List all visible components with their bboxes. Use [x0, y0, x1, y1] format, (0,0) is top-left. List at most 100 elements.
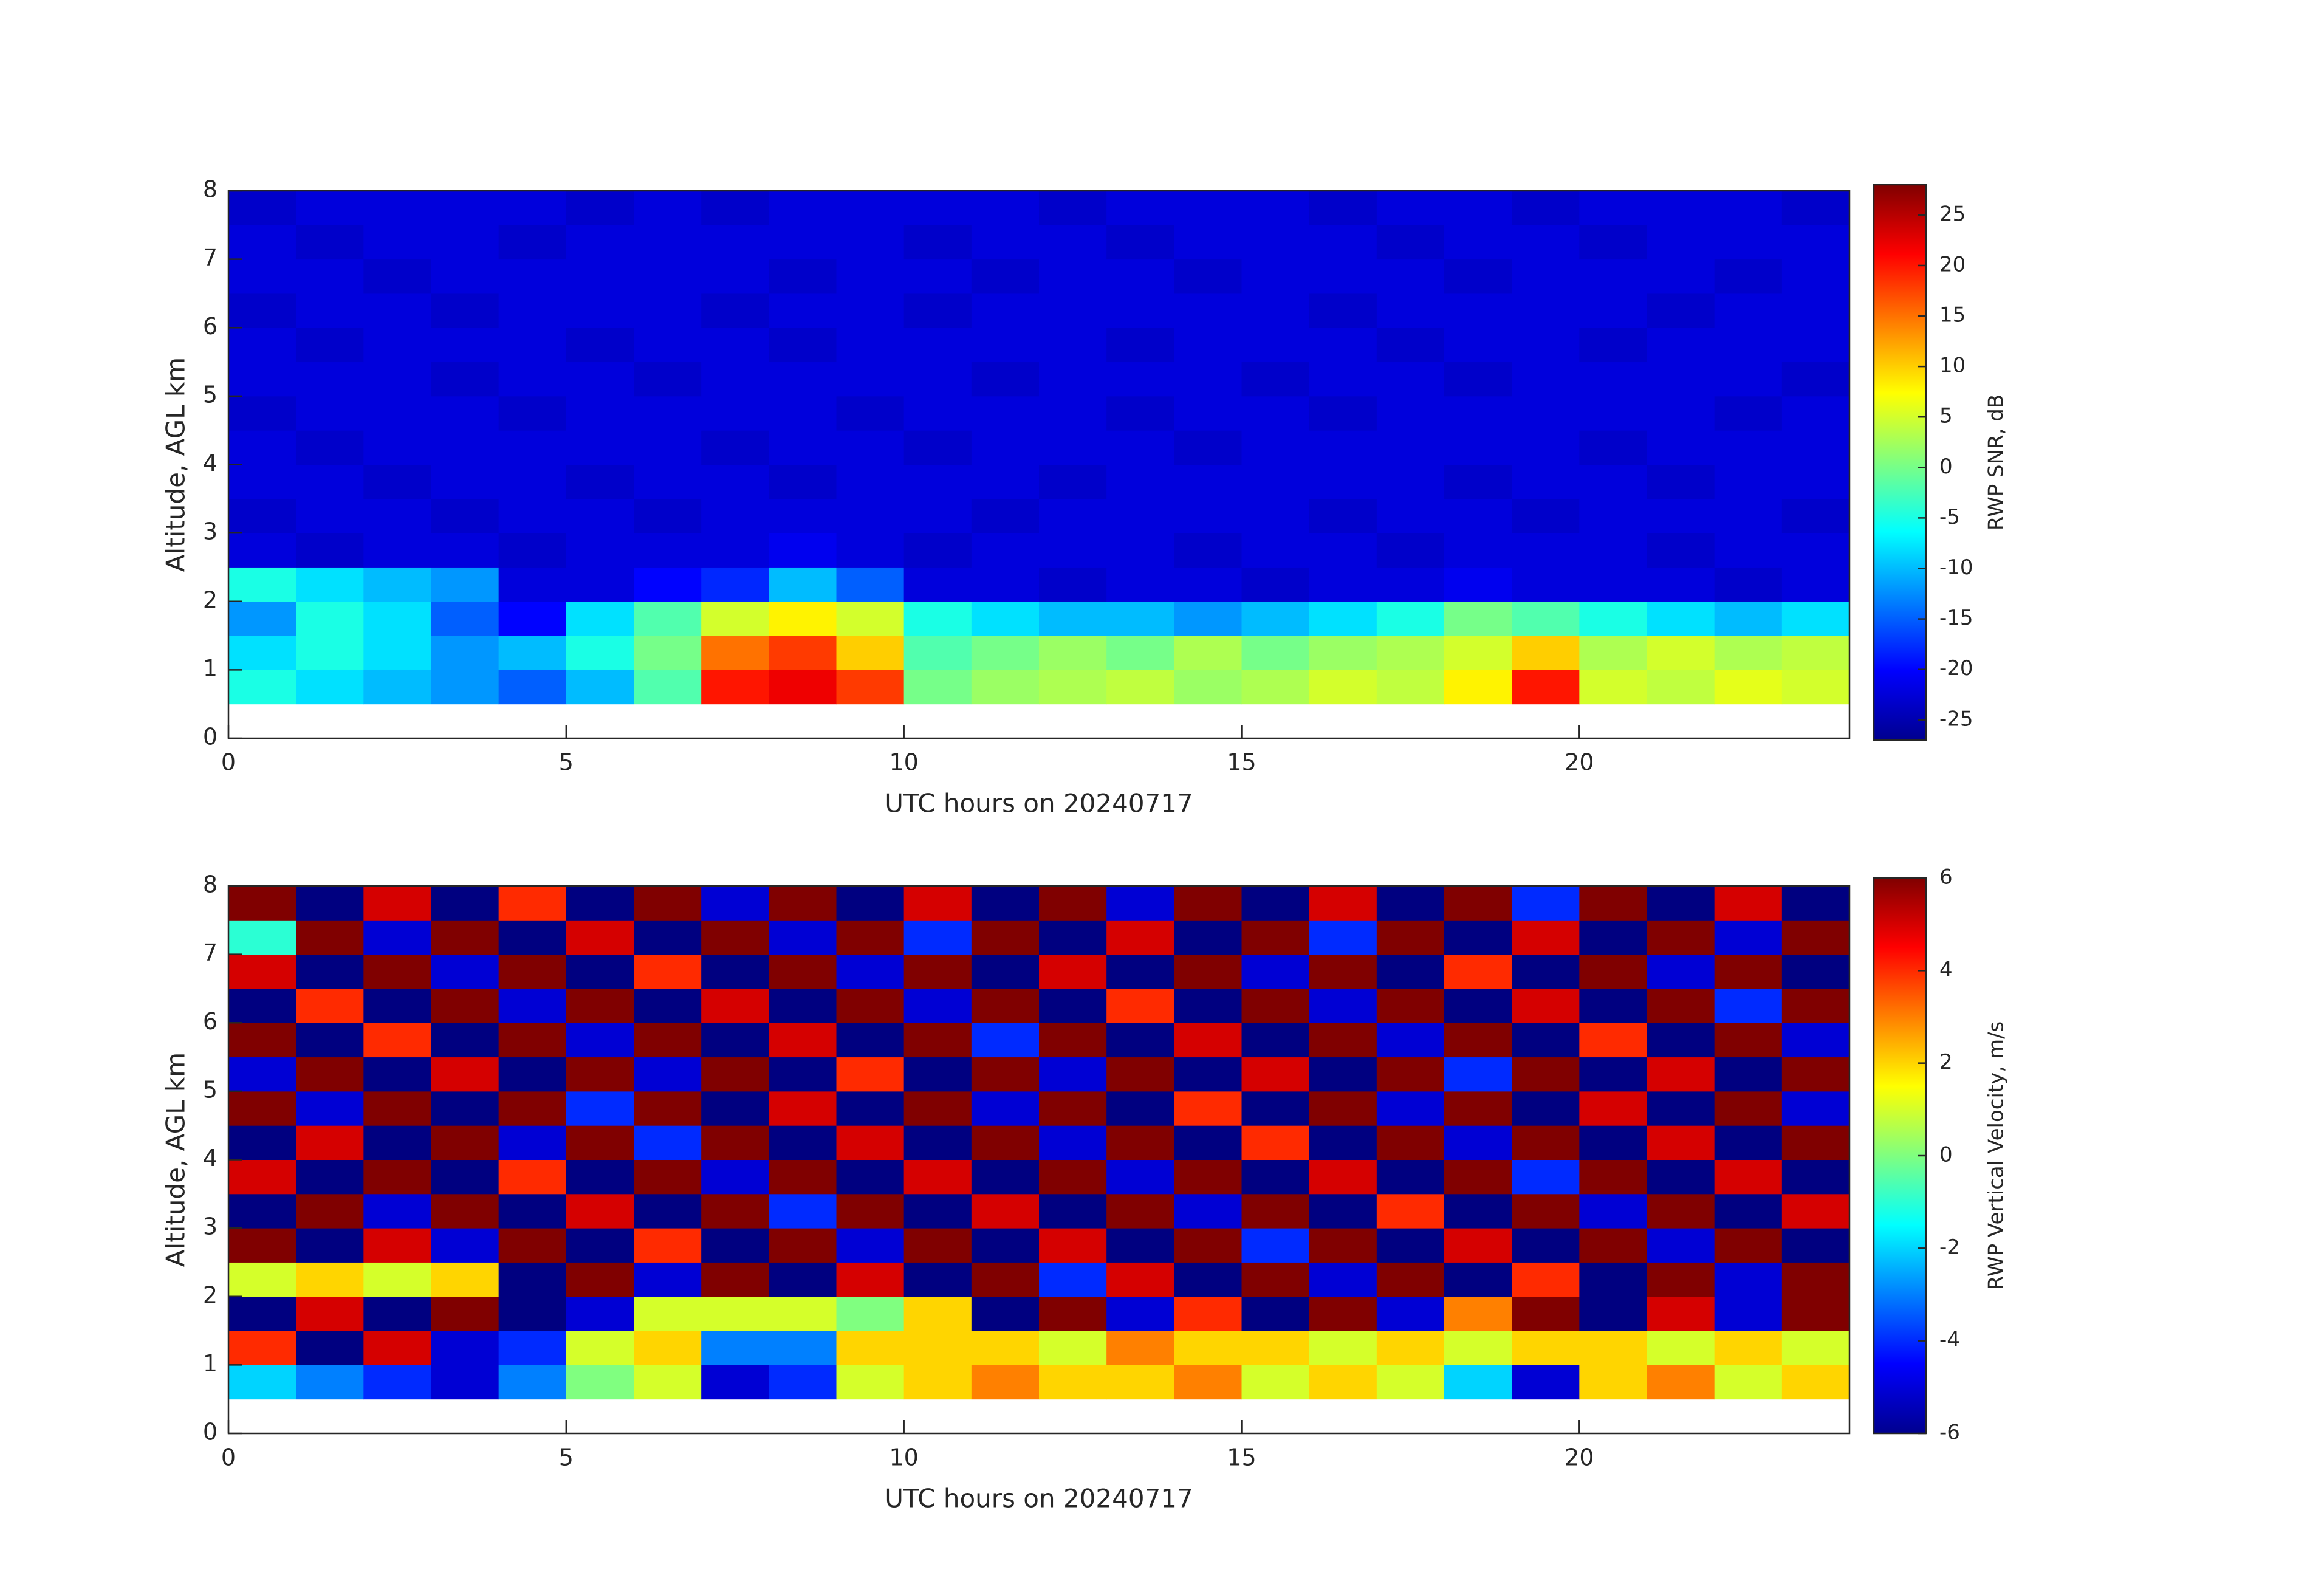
- heatmap-cell: [1376, 670, 1445, 705]
- heatmap-cell: [1309, 1331, 1377, 1365]
- heatmap-cell: [836, 886, 905, 921]
- heatmap-cell: [228, 1331, 296, 1365]
- heatmap-cell: [1376, 1159, 1445, 1195]
- heatmap-cell: [498, 1365, 567, 1400]
- heatmap-cell: [296, 464, 364, 499]
- heatmap-cell: [701, 498, 769, 533]
- heatmap-cell: [431, 396, 499, 431]
- heatmap-cell: [296, 1365, 364, 1400]
- heatmap-cell: [1106, 886, 1174, 921]
- heatmap-cell: [634, 1091, 702, 1126]
- heatmap-cell: [1444, 1365, 1512, 1400]
- heatmap-cell: [1376, 191, 1445, 225]
- heatmap-cell: [1106, 1023, 1174, 1058]
- heatmap-cell: [566, 1193, 634, 1229]
- heatmap-cell: [566, 430, 634, 465]
- heatmap-cell: [836, 464, 905, 499]
- heatmap-cell: [1241, 396, 1310, 431]
- heatmap-cell: [1241, 1125, 1310, 1160]
- heatmap-cell: [1309, 259, 1377, 294]
- colorbar-tick-label: -10: [1939, 555, 1973, 580]
- heatmap-cell: [498, 988, 567, 1023]
- heatmap-cell: [1309, 567, 1377, 602]
- heatmap-cell: [1647, 464, 1715, 499]
- heatmap-cell: [1444, 988, 1512, 1023]
- heatmap-cell: [363, 1057, 431, 1092]
- heatmap-cell: [701, 464, 769, 499]
- heatmap-cell: [1444, 362, 1512, 397]
- colorbar-tick-label: 2: [1939, 1050, 1953, 1074]
- heatmap-cell: [903, 1091, 972, 1126]
- heatmap-cell: [228, 1228, 296, 1263]
- heatmap-cell: [296, 259, 364, 294]
- heatmap-cell: [228, 225, 296, 260]
- heatmap-cell: [769, 1091, 837, 1126]
- heatmap-cell: [431, 328, 499, 363]
- heatmap-cell: [701, 259, 769, 294]
- heatmap-cell: [431, 1228, 499, 1263]
- y-tick-label: 5: [203, 1076, 218, 1103]
- heatmap-cell: [1512, 1125, 1580, 1160]
- heatmap-cell: [1512, 533, 1580, 568]
- heatmap-cell: [228, 1159, 296, 1195]
- heatmap-cell: [498, 886, 567, 921]
- heatmap-cell: [1714, 533, 1783, 568]
- heatmap-cell: [1781, 191, 1850, 225]
- heatmap-cell: [836, 636, 905, 670]
- heatmap-cell: [431, 1023, 499, 1058]
- heatmap-cell: [1174, 533, 1242, 568]
- heatmap-cell: [566, 1125, 634, 1160]
- heatmap-cell: [1241, 1091, 1310, 1126]
- heatmap-cell: [971, 920, 1040, 955]
- heatmap-cell: [431, 988, 499, 1023]
- heatmap-cell: [971, 886, 1040, 921]
- heatmap-cell: [1241, 1193, 1310, 1229]
- heatmap-cell: [1376, 1091, 1445, 1126]
- heatmap-cell: [1106, 1228, 1174, 1263]
- heatmap-cell: [769, 1193, 837, 1229]
- heatmap-cell: [1647, 636, 1715, 670]
- heatmap-cell: [634, 1262, 702, 1297]
- colorbar-tick-label: 25: [1939, 202, 1966, 226]
- heatmap-cell: [971, 293, 1040, 328]
- heatmap-cell: [1241, 1023, 1310, 1058]
- heatmap-cell: [971, 1159, 1040, 1195]
- heatmap-cell: [363, 191, 431, 225]
- heatmap-cell: [769, 1296, 837, 1331]
- heatmap-cell: [701, 1091, 769, 1126]
- heatmap-cell: [498, 1296, 567, 1331]
- heatmap-cell: [634, 328, 702, 363]
- heatmap-cell: [1174, 1296, 1242, 1331]
- heatmap-cell: [1309, 191, 1377, 225]
- heatmap-cell: [1106, 1331, 1174, 1365]
- heatmap-cell: [1039, 1193, 1107, 1229]
- heatmap-cell: [971, 954, 1040, 989]
- heatmap-cell: [566, 1023, 634, 1058]
- heatmap-cell: [1512, 1057, 1580, 1092]
- heatmap-cell: [1309, 225, 1377, 260]
- heatmap-cell: [1241, 1159, 1310, 1195]
- heatmap-cell: [296, 920, 364, 955]
- heatmap-cell: [1174, 886, 1242, 921]
- heatmap-cell: [363, 1331, 431, 1365]
- heatmap-cell: [1714, 1023, 1783, 1058]
- heatmap-cell: [566, 1296, 634, 1331]
- heatmap-cell: [634, 670, 702, 705]
- heatmap-cell: [971, 430, 1040, 465]
- heatmap-cell: [228, 636, 296, 670]
- heatmap-cell: [1647, 920, 1715, 955]
- heatmap-cell: [228, 1057, 296, 1092]
- heatmap-cell: [1444, 430, 1512, 465]
- heatmap-cell: [903, 533, 972, 568]
- heatmap-cell: [296, 1091, 364, 1126]
- heatmap-cell: [1309, 601, 1377, 636]
- heatmap-cell: [1376, 1193, 1445, 1229]
- heatmap-cell: [498, 1159, 567, 1195]
- heatmap-cell: [498, 328, 567, 363]
- heatmap-cell: [769, 191, 837, 225]
- heatmap-cell: [1106, 601, 1174, 636]
- heatmap-cell: [903, 498, 972, 533]
- heatmap-cell: [971, 328, 1040, 363]
- heatmap-cell: [1579, 1159, 1647, 1195]
- heatmap-cell: [836, 430, 905, 465]
